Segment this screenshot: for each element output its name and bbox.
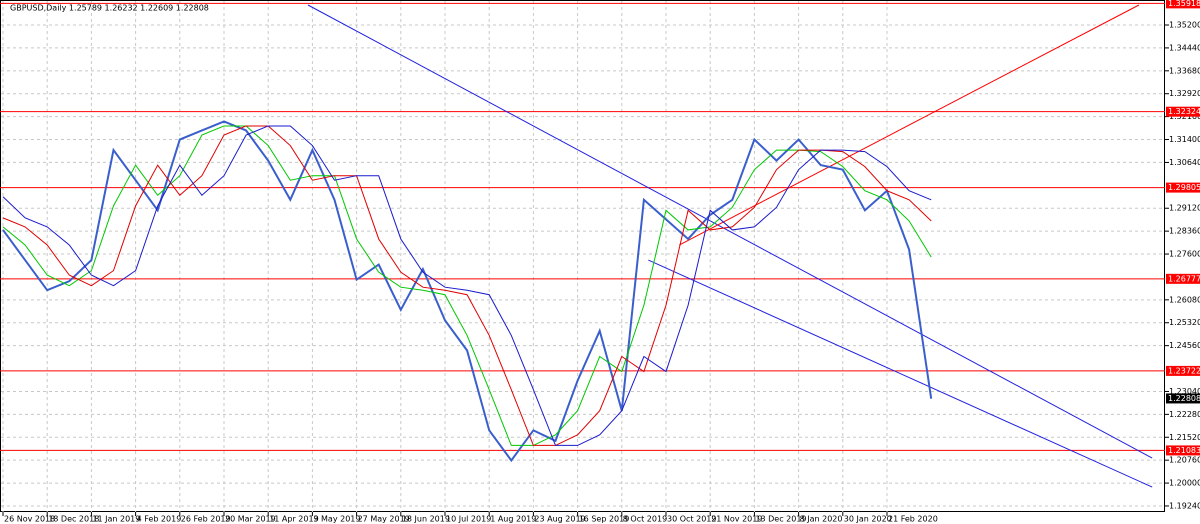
- x-tick-label: 8 Oct 2019: [623, 515, 667, 524]
- x-tick-label: 27 May 2019: [358, 515, 410, 524]
- y-tick-label: 1.25320: [1169, 318, 1200, 327]
- y-tick-label: 1.29120: [1169, 204, 1200, 213]
- y-tick-label: 1.20000: [1169, 479, 1200, 488]
- y-tick-label: 1.32920: [1169, 89, 1200, 98]
- x-tick-label: 21 Feb 2020: [888, 515, 938, 524]
- level-label: 1.23722: [1168, 366, 1200, 375]
- y-tick-label: 1.19240: [1169, 501, 1200, 510]
- grid: [1, 1, 1165, 512]
- x-tick-label: 30 Oct 2019: [667, 515, 716, 524]
- moving-average: [2, 125, 932, 446]
- y-tick-label: 1.34440: [1169, 43, 1200, 52]
- x-tick-label: 30 Jan 2020: [844, 515, 892, 524]
- x-tick-label: 1 Aug 2019: [490, 515, 536, 524]
- x-tick-label: 3 May 2019: [313, 515, 360, 524]
- level-label: 1.29805: [1168, 183, 1200, 192]
- x-tick-label: 8 Jan 2020: [800, 515, 843, 524]
- x-tick-label: 13 Dec 2019: [755, 515, 806, 524]
- x-tick-label: 18 Dec 2018: [48, 515, 99, 524]
- y-tick-label: 1.33680: [1169, 66, 1200, 75]
- x-tick-label: 11 Apr 2019: [269, 515, 318, 524]
- y-tick-label: 1.22280: [1169, 410, 1200, 419]
- trend-line: [648, 259, 1153, 488]
- x-tick-label: 4 Feb 2019: [137, 515, 182, 524]
- moving-average: [2, 125, 932, 446]
- x-tick-label: 11 Jan 2019: [92, 515, 140, 524]
- x-tick-label: 21 Nov 2019: [711, 515, 762, 524]
- current-price-bg: [1166, 393, 1200, 404]
- level-label-bg: [1166, 106, 1200, 117]
- x-tick-label: 23 Aug 2019: [534, 515, 585, 524]
- x-tick-label: 18 Jun 2019: [402, 515, 450, 524]
- y-tick-label: 1.30640: [1169, 158, 1200, 167]
- level-label-bg: [1166, 182, 1200, 193]
- moving-average: [2, 125, 932, 446]
- x-tick-label: 26 Nov 2018: [4, 515, 55, 524]
- level-label-bg: [1166, 445, 1200, 456]
- y-tick-label: 1.35200: [1169, 21, 1200, 30]
- level-label: 1.32324: [1168, 107, 1200, 116]
- level-label-bg: [1166, 0, 1200, 9]
- marks: [0, 2, 1165, 488]
- y-tick-label: 1.20760: [1169, 456, 1200, 465]
- level-label: 1.35918: [1168, 0, 1200, 8]
- x-tick-label: 10 Jul 2019: [446, 515, 491, 524]
- y-tick-label: 1.24560: [1169, 341, 1200, 350]
- y-tick-label: 1.21520: [1169, 433, 1200, 442]
- y-tick-label: 1.23040: [1169, 387, 1200, 396]
- x-tick-label: 20 Mar 2019: [225, 515, 276, 524]
- x-tick-label: 26 Feb 2019: [181, 515, 231, 524]
- chart-title: GBPUSD,Daily 1.25789 1.26232 1.22609 1.2…: [10, 4, 209, 13]
- y-tick-label: 1.27600: [1169, 250, 1200, 259]
- level-label: 1.21083: [1168, 446, 1200, 455]
- y-tick-label: 1.31400: [1169, 135, 1200, 144]
- y-tick-label: 1.28360: [1169, 227, 1200, 236]
- plot-frame: [0, 0, 1165, 512]
- price-line: [2, 120, 933, 463]
- level-label: 1.26777: [1168, 274, 1200, 283]
- trend-line: [307, 4, 1153, 459]
- level-label-bg: [1166, 273, 1200, 284]
- y-tick-label: 1.26080: [1169, 295, 1200, 304]
- level-label-bg: [1166, 365, 1200, 376]
- x-tick-label: 16 Sep 2019: [579, 515, 630, 524]
- current-price: 1.22808: [1168, 394, 1200, 403]
